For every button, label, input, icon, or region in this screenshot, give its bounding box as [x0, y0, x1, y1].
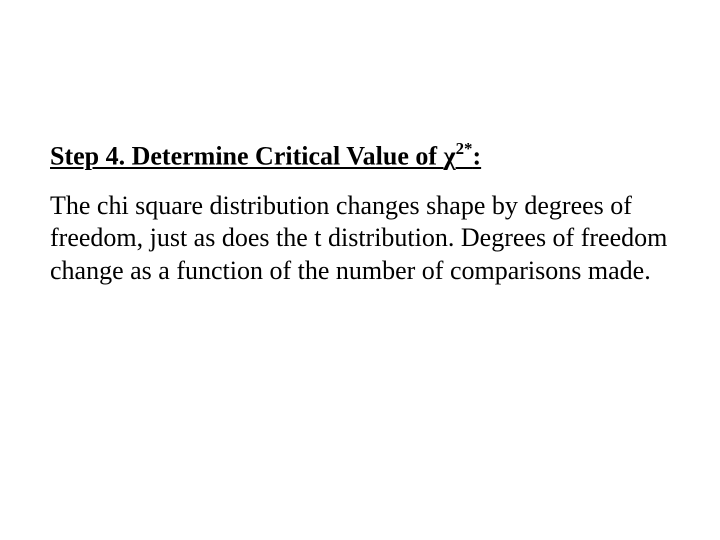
chi-symbol: χ: [444, 142, 456, 171]
step-heading: Step 4. Determine Critical Value of χ2*:: [50, 140, 670, 172]
slide-container: Step 4. Determine Critical Value of χ2*:…: [0, 0, 720, 540]
heading-prefix: Step 4. Determine Critical Value of: [50, 142, 444, 171]
body-paragraph: The chi square distribution changes shap…: [50, 190, 670, 288]
heading-suffix: :: [472, 142, 481, 171]
chi-superscript: 2*: [456, 139, 473, 158]
